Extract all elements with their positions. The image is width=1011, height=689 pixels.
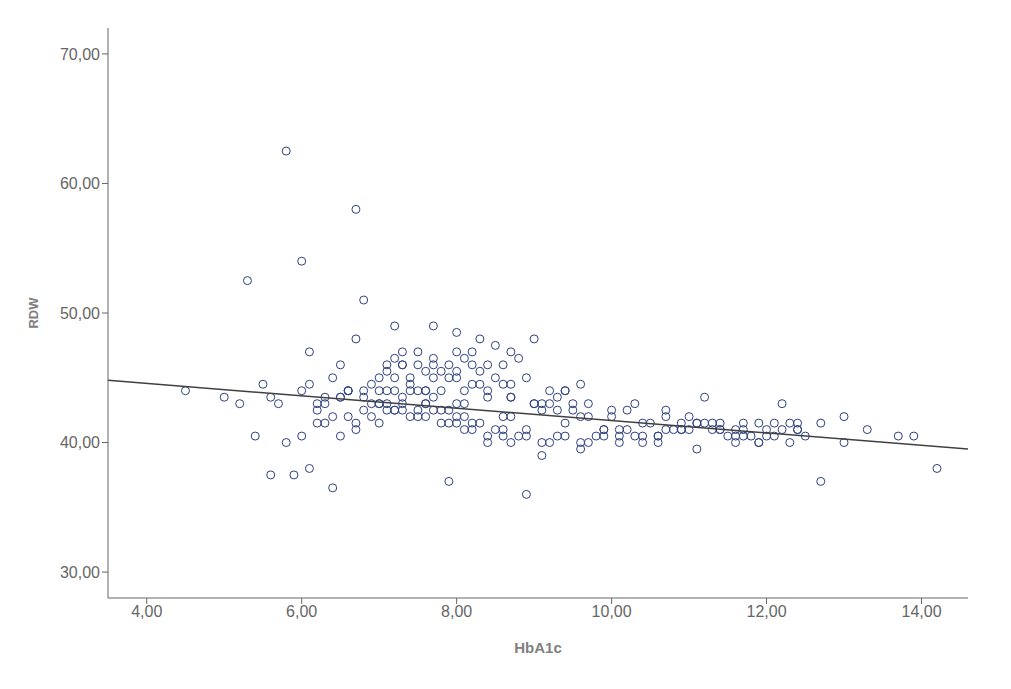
svg-text:50,00: 50,00 [60, 305, 100, 322]
svg-text:4,00: 4,00 [131, 603, 162, 620]
svg-text:30,00: 30,00 [60, 564, 100, 581]
svg-text:HbA1c: HbA1c [514, 639, 562, 656]
svg-text:60,00: 60,00 [60, 175, 100, 192]
svg-text:RDW: RDW [26, 297, 41, 329]
svg-text:8,00: 8,00 [441, 603, 472, 620]
svg-text:70,00: 70,00 [60, 46, 100, 63]
svg-text:14,00: 14,00 [901, 603, 941, 620]
svg-text:12,00: 12,00 [747, 603, 787, 620]
svg-text:6,00: 6,00 [286, 603, 317, 620]
svg-text:40,00: 40,00 [60, 434, 100, 451]
svg-text:10,00: 10,00 [592, 603, 632, 620]
